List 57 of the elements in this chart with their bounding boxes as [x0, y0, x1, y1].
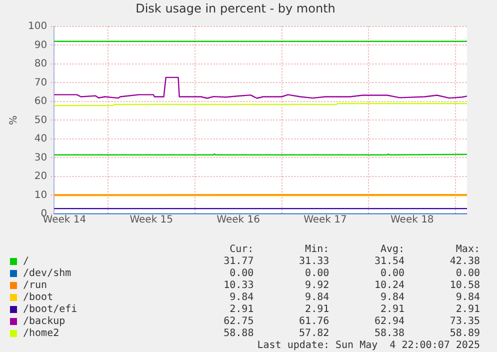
y-tick-label: 90	[34, 40, 48, 51]
text: 58.89	[448, 328, 480, 340]
text: 2.91	[228, 304, 254, 316]
text: 0.00	[304, 268, 330, 280]
text: 58.88	[222, 328, 254, 340]
x-tick-label: Week 17	[304, 214, 347, 226]
y-tick-label: 20	[34, 171, 48, 182]
text: 9.84	[379, 292, 405, 304]
legend-label: /home2	[22, 328, 60, 340]
legend-label: /run	[22, 280, 48, 292]
legend-label: /	[22, 256, 30, 268]
text: 58.38	[373, 328, 405, 340]
text: 0.00	[454, 268, 480, 280]
text: 9.84	[228, 292, 254, 304]
y-tick-label: 40	[34, 134, 48, 145]
y-tick-label: 80	[34, 58, 48, 70]
legend-label: /boot	[22, 292, 54, 304]
y-tick-label: 10	[34, 190, 48, 201]
text: 2.91	[454, 304, 480, 316]
y-tick-label: 100	[28, 20, 48, 32]
legend-label: /backup	[22, 316, 66, 328]
text: 61.76	[298, 316, 330, 328]
text: 10.58	[448, 280, 480, 292]
text: 31.54	[373, 256, 405, 268]
text: 9.84	[304, 292, 330, 304]
text: 31.77	[222, 256, 254, 268]
text: Max:	[454, 244, 480, 256]
text: 42.38	[448, 256, 480, 268]
text: 2.91	[304, 304, 330, 316]
text: 62.94	[373, 316, 405, 328]
y-tick-label: 30	[34, 152, 48, 164]
legend-label: /dev/shm	[22, 268, 72, 280]
y-axis-title: %	[8, 115, 20, 125]
text: 62.75	[222, 316, 254, 328]
y-tick-label: 50	[34, 114, 48, 126]
text: Avg:	[379, 244, 405, 256]
legend-label: /boot/efi	[22, 304, 78, 316]
chart-title: Disk usage in percent - by month	[136, 1, 336, 16]
text: 0.00	[228, 268, 254, 280]
text: 9.92	[304, 280, 330, 292]
text: 0.00	[379, 268, 405, 280]
y-tick-label: 60	[34, 96, 48, 108]
text: 9.84	[454, 292, 480, 304]
text: Min:	[304, 244, 330, 256]
text: Cur:	[228, 244, 254, 256]
text: 10.24	[373, 280, 405, 292]
text: 73.35	[448, 316, 480, 328]
x-tick-label: Week 14	[42, 214, 86, 226]
y-tick-label: 70	[34, 77, 48, 88]
x-tick-label: Week 15	[130, 214, 174, 226]
text: 31.33	[298, 256, 330, 268]
x-tick-label: Week 18	[390, 214, 434, 226]
x-tick-label: Week 16	[216, 214, 260, 226]
text: 2.91	[379, 304, 405, 316]
text: 10.33	[222, 280, 254, 292]
text: Last update: Sun May 4 22:00:07 2025	[256, 340, 480, 352]
text: 57.82	[298, 328, 330, 340]
